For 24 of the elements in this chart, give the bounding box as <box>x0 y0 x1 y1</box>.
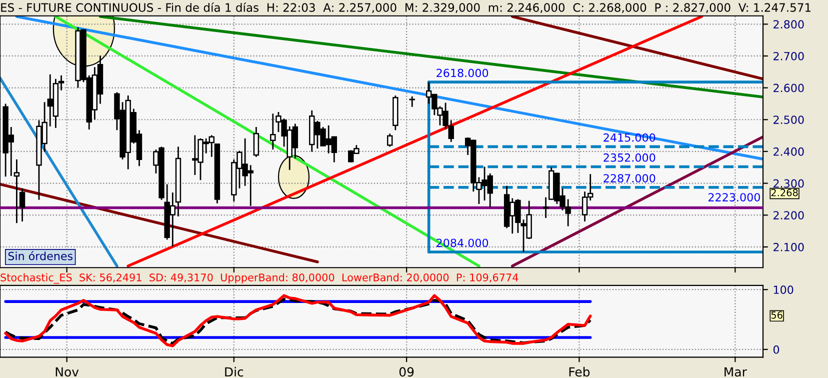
y-tick-label: 100 <box>774 286 794 294</box>
y-tick-label: 2.100 <box>774 242 804 252</box>
annotation: 2618.000 <box>436 68 488 78</box>
y-tick-label: 2.300 <box>774 179 804 188</box>
chart-title: ES - FUTURE CONTINUOUS - Fin de día 1 días H: 22:03 A: 2.257,000 M: 2.329,000 m: 2.246,000 C: 2.268,000 P : 2.827,000 V: 1.247.571 <box>1 2 810 14</box>
text: 2.268 <box>771 188 798 196</box>
x-tick-label: 09 <box>399 367 414 377</box>
x-tick-label: Mar <box>724 367 747 377</box>
text: 56 <box>771 311 782 319</box>
y-tick-label: 2.200 <box>774 211 804 220</box>
y-tick-label: 2.400 <box>774 147 804 156</box>
chart-title: Stochastic_ES SK: 56,2491 SD: 49,3170 UppperBand: 80,0000 LowerBand: 20,0000 P: 109,6774 <box>0 273 518 284</box>
annotation: 2352.000 <box>604 153 656 162</box>
annotation: 2287.000 <box>604 174 656 182</box>
annotation: Sin órdenes <box>8 251 73 260</box>
x-tick-label: Nov <box>56 367 79 377</box>
y-tick-label: 2.700 <box>774 52 804 60</box>
x-tick-label: Feb <box>569 366 590 377</box>
y-tick-label: 2.600 <box>774 84 804 92</box>
y-tick-label: 2.500 <box>774 116 804 124</box>
y-tick-label: 0 <box>773 345 780 354</box>
x-tick-label: Dic <box>225 366 244 377</box>
ref-line-label: 2223.000 <box>708 193 760 202</box>
y-tick-label: 2.800 <box>774 20 804 29</box>
